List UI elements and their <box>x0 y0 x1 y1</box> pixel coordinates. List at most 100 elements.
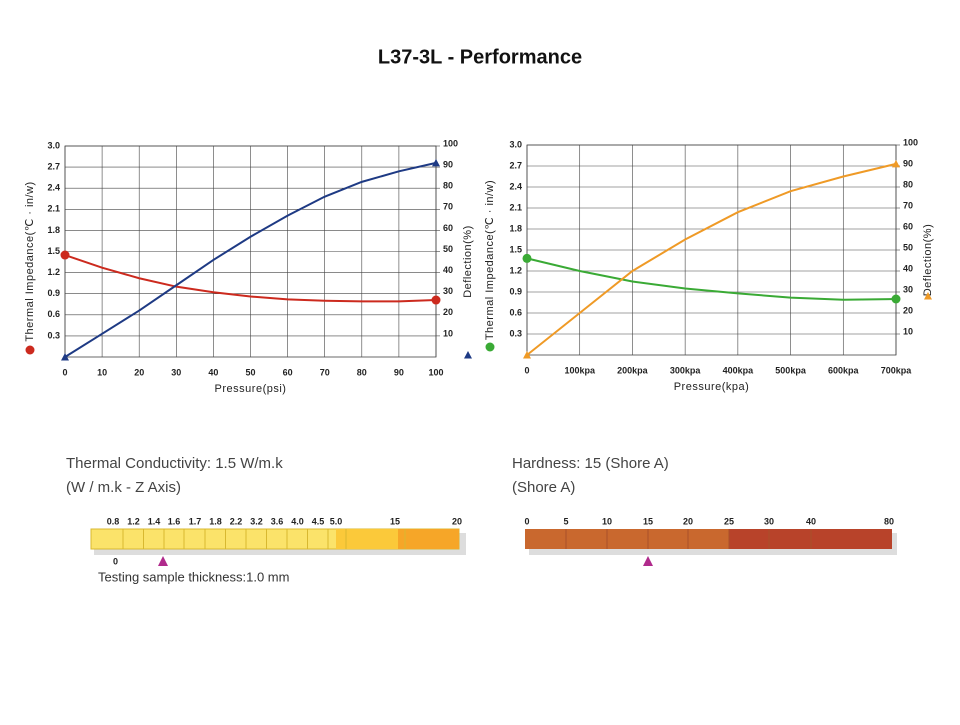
x-tick-label: 20 <box>134 367 144 377</box>
y2-tick-label: 60 <box>903 221 913 231</box>
scale-label: 30 <box>764 516 774 526</box>
scale-label: 4.0 <box>291 516 304 526</box>
y2-tick-label: 70 <box>443 202 453 212</box>
x-tick-label: 400kpa <box>723 365 755 375</box>
scale-label: 5.0 <box>330 516 343 526</box>
y-tick-label: 0.6 <box>47 309 60 319</box>
scale-label: 40 <box>806 516 816 526</box>
scale-title: Thermal Conductivity: 1.5 W/m.k <box>66 455 283 472</box>
x-tick-label: 90 <box>394 367 404 377</box>
y2-tick-label: 10 <box>903 326 913 336</box>
scale-label: 4.5 <box>312 516 325 526</box>
legend-marker <box>924 292 932 300</box>
scale-label: 2.2 <box>230 516 243 526</box>
y2-tick-label: 50 <box>903 242 913 252</box>
scale-label: 15 <box>390 516 400 526</box>
x-tick-label: 10 <box>97 367 107 377</box>
series-line <box>526 257 897 301</box>
y2-tick-label: 90 <box>903 158 913 168</box>
scale-label: 3.6 <box>271 516 284 526</box>
y-tick-label: 2.4 <box>47 183 60 193</box>
x-tick-label: 100kpa <box>564 365 596 375</box>
legend-marker <box>464 351 472 359</box>
marker <box>892 159 900 168</box>
y2-tick-label: 80 <box>903 179 913 189</box>
y-tick-label: 0.6 <box>509 307 522 317</box>
series-line <box>64 161 437 358</box>
x-tick-label: 200kpa <box>617 365 649 375</box>
scale-title: Hardness: 15 (Shore A) <box>512 455 669 472</box>
y-tick-label: 3.0 <box>509 139 522 149</box>
marker <box>60 250 70 260</box>
x-tick-label: 30 <box>171 367 181 377</box>
x-tick-label: 50 <box>245 367 255 377</box>
y2-tick-label: 70 <box>903 200 913 210</box>
y2-tick-label: 90 <box>443 159 453 169</box>
x-axis-label: Pressure(psi) <box>215 383 287 395</box>
y-axis-label: Thermal Impedance(℃ · in/w) <box>24 181 36 341</box>
y-tick-label: 0.9 <box>509 286 522 296</box>
scale-label: 1.8 <box>209 516 222 526</box>
scale-marker <box>643 556 653 566</box>
legend-marker <box>25 345 35 355</box>
scale-label: 1.6 <box>168 516 181 526</box>
marker <box>432 158 440 167</box>
scale-label: 5 <box>563 516 568 526</box>
y2-axis-label: Deflection(%) <box>462 225 474 298</box>
y2-tick-label: 80 <box>443 181 453 191</box>
x-tick-label: 80 <box>357 367 367 377</box>
scale-label: 0 <box>524 516 529 526</box>
y2-tick-label: 20 <box>443 307 453 317</box>
y-tick-label: 1.8 <box>509 223 522 233</box>
scale-label: 1.4 <box>148 516 161 526</box>
x-tick-label: 0 <box>62 367 67 377</box>
x-tick-label: 60 <box>283 367 293 377</box>
y-tick-label: 1.8 <box>47 225 60 235</box>
scale-label: 20 <box>452 516 462 526</box>
y-tick-label: 2.7 <box>47 161 60 171</box>
y-tick-label: 2.7 <box>509 160 522 170</box>
series-line <box>526 162 897 356</box>
scale-label: 0.8 <box>107 516 120 526</box>
scale-subtitle: (Shore A) <box>512 479 575 496</box>
y-tick-label: 2.1 <box>509 202 522 212</box>
y2-tick-label: 10 <box>443 328 453 338</box>
scale-label: 25 <box>724 516 734 526</box>
y-axis-label: Thermal Impedance(℃ · in/w) <box>484 180 496 340</box>
series-line <box>64 254 437 303</box>
scale-label: 15 <box>643 516 653 526</box>
marker <box>431 295 441 305</box>
scale-label: 80 <box>884 516 894 526</box>
y-tick-label: 1.2 <box>509 265 522 275</box>
marker <box>522 253 532 263</box>
scale-note: Testing sample thickness:1.0 mm <box>98 569 289 584</box>
y2-axis-label: Deflection(%) <box>922 224 934 297</box>
x-tick-label: 500kpa <box>775 365 807 375</box>
y-tick-label: 0.3 <box>47 330 60 340</box>
y-tick-label: 1.2 <box>47 267 60 277</box>
y2-tick-label: 100 <box>443 138 458 148</box>
y-tick-label: 1.5 <box>47 246 60 256</box>
y2-tick-label: 40 <box>443 265 453 275</box>
scale-cell <box>398 529 459 549</box>
plot-frame <box>526 144 897 356</box>
y2-tick-label: 60 <box>443 223 453 233</box>
y-tick-label: 2.1 <box>47 204 60 214</box>
x-tick-label: 300kpa <box>670 365 702 375</box>
scale-label: 1.2 <box>127 516 140 526</box>
legend-marker <box>485 342 495 352</box>
x-tick-label: 70 <box>320 367 330 377</box>
scales: Thermal Conductivity: 1.5 W/m.k (W / m.k… <box>66 455 897 584</box>
x-tick-label: 700kpa <box>881 365 913 375</box>
marker <box>891 294 901 304</box>
y2-tick-label: 100 <box>903 137 918 147</box>
x-axis-label: Pressure(kpa) <box>674 381 750 393</box>
scale-marker <box>158 556 168 566</box>
y-tick-label: 1.5 <box>509 244 522 254</box>
title: L37-3L - Performance <box>378 46 582 68</box>
y2-tick-label: 30 <box>903 284 913 294</box>
scale-label: 20 <box>683 516 693 526</box>
scale-cell <box>336 529 398 549</box>
marker <box>523 351 531 359</box>
